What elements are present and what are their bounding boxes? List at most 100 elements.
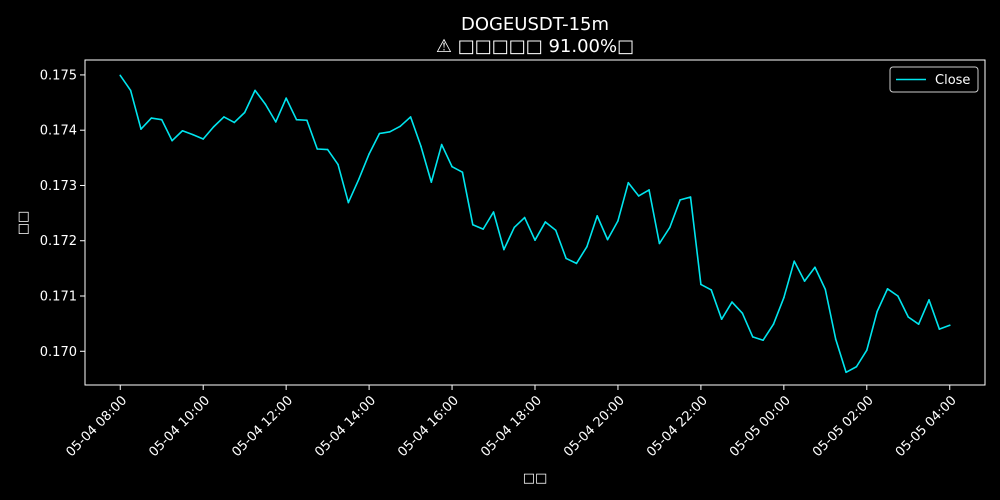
data-point: [793, 260, 796, 262]
x-tick-label: 05-05 00:00: [727, 393, 794, 460]
data-point: [897, 295, 899, 297]
data-point: [886, 288, 889, 290]
y-axis: 0.170 0.171 0.172 0.173 0.174 0.175: [40, 68, 85, 360]
data-point: [648, 189, 650, 191]
data-point: [399, 125, 402, 128]
data-point: [430, 181, 433, 183]
data-point: [928, 299, 930, 301]
data-point: [274, 121, 277, 123]
y-tick-label: 0.174: [40, 124, 77, 139]
data-point: [627, 181, 630, 184]
data-point: [876, 310, 878, 313]
data-point: [492, 211, 495, 213]
data-point: [741, 312, 744, 314]
x-tick-label: 05-04 14:00: [312, 393, 379, 460]
data-point: [710, 289, 713, 291]
data-point: [389, 131, 391, 133]
data-point: [606, 238, 609, 241]
x-tick-label: 05-04 08:00: [63, 393, 130, 460]
data-point: [772, 323, 775, 326]
data-point: [192, 133, 194, 136]
series-points-close: [119, 74, 951, 374]
data-point: [140, 128, 142, 130]
data-point: [824, 288, 827, 291]
data-point: [523, 216, 526, 219]
data-point: [907, 316, 910, 318]
x-tick-label: 05-04 18:00: [478, 393, 545, 460]
data-point: [212, 126, 215, 128]
legend: Close: [889, 66, 979, 93]
data-point: [503, 248, 505, 251]
data-point: [254, 89, 256, 92]
data-point: [129, 89, 132, 92]
data-point: [482, 228, 484, 230]
data-point: [337, 163, 339, 166]
y-tick-label: 0.173: [40, 179, 77, 194]
data-point: [326, 148, 329, 151]
data-point: [948, 324, 951, 327]
x-tick-label: 05-04 10:00: [146, 393, 213, 460]
x-tick-label: 05-04 20:00: [561, 393, 628, 460]
x-tick-label: 05-04 16:00: [395, 393, 462, 460]
data-point: [451, 165, 453, 168]
data-point: [617, 220, 619, 222]
data-point: [440, 143, 443, 146]
series-line-close: [119, 74, 951, 374]
data-point: [637, 195, 640, 197]
data-point: [783, 296, 785, 299]
data-point: [243, 111, 246, 114]
data-point: [471, 223, 474, 226]
data-point: [803, 280, 806, 282]
data-point: [834, 338, 837, 340]
data-point: [554, 229, 557, 232]
data-point: [420, 145, 422, 148]
data-point: [720, 318, 723, 321]
data-point: [596, 215, 599, 217]
data-point: [171, 139, 173, 142]
data-point: [689, 196, 692, 198]
data-point: [357, 178, 360, 181]
y-axis-label: □□: [16, 211, 31, 236]
data-point: [368, 153, 370, 155]
data-point: [866, 349, 868, 351]
data-point: [575, 262, 578, 265]
data-point: [181, 129, 184, 132]
chart-subtitle: ⚠ □□□□□ 91.00%□: [436, 36, 634, 57]
data-point: [586, 246, 588, 248]
data-point: [845, 371, 847, 374]
data-point: [160, 118, 163, 121]
data-point: [544, 221, 547, 223]
data-point: [202, 138, 204, 140]
y-tick-label: 0.170: [40, 345, 77, 360]
data-point: [150, 117, 153, 119]
data-point: [534, 239, 536, 241]
x-axis-label: □□: [523, 471, 548, 486]
data-point: [855, 365, 858, 368]
x-tick-label: 05-04 12:00: [229, 393, 296, 460]
data-point: [316, 148, 319, 150]
data-point: [264, 103, 267, 106]
data-point: [917, 323, 920, 326]
data-point: [565, 257, 567, 260]
data-point: [347, 201, 350, 204]
data-point: [119, 74, 122, 77]
y-tick-label: 0.172: [40, 234, 77, 249]
data-point: [461, 171, 464, 173]
data-point: [751, 336, 754, 338]
x-tick-label: 05-05 02:00: [810, 393, 877, 460]
x-tick-label: 05-04 22:00: [644, 393, 711, 460]
data-point: [668, 226, 671, 229]
data-point: [306, 119, 308, 122]
chart-title: DOGEUSDT-15m: [461, 14, 609, 35]
y-tick-label: 0.175: [40, 68, 77, 83]
data-point: [814, 266, 816, 269]
data-point: [679, 199, 681, 201]
data-point: [762, 339, 764, 342]
plot-area-frame: [84, 59, 986, 386]
x-axis: 05-04 08:00 05-04 10:00 05-04 12:00 05-04 1…: [63, 385, 960, 460]
data-point: [378, 132, 381, 135]
legend-label-close: Close: [935, 73, 970, 88]
data-point: [938, 328, 941, 330]
x-tick-label: 05-05 04:00: [893, 393, 960, 460]
